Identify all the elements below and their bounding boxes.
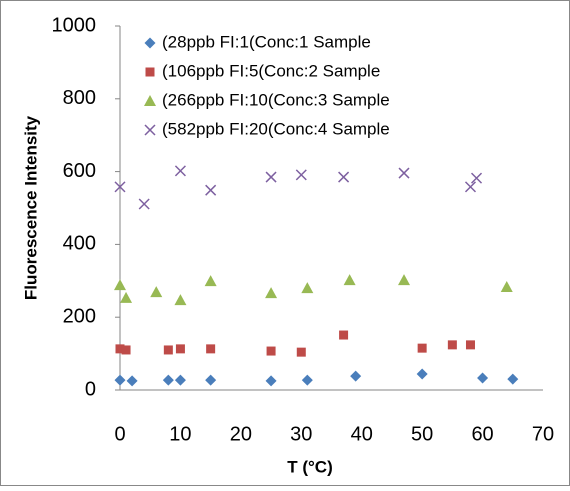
point [477,372,489,384]
point [150,286,163,298]
legend-label: (106ppb FI:5(Conc:2 Sample [162,61,380,80]
point [138,198,150,210]
point [470,172,483,184]
point [126,375,138,387]
point [343,274,356,286]
point [265,171,277,183]
point [265,287,278,299]
y-tick-label: 200 [63,305,96,327]
point [206,344,216,354]
point [204,275,217,287]
point [465,340,475,350]
x-tick-label: 60 [471,423,493,445]
point [175,344,185,354]
x-tick-label: 70 [532,423,554,445]
point [174,165,186,177]
x-tick-label: 10 [169,423,191,445]
point [301,282,314,294]
legend-marker [144,124,156,136]
legend-marker [144,95,156,106]
point [398,274,411,286]
point [121,345,131,355]
x-tick-label: 40 [351,423,373,445]
point [174,374,186,386]
point [398,167,410,179]
legend-marker [144,37,156,49]
y-axis-title: Fluorescence Intensity [21,115,40,300]
point [266,346,276,356]
point [500,280,513,292]
point [295,169,307,181]
point [301,374,313,386]
point [447,340,457,350]
point [114,374,126,386]
point [296,347,306,357]
x-tick-label: 30 [290,423,312,445]
x-tick-label: 50 [411,423,433,445]
point [350,370,362,382]
point [205,374,217,386]
x-tick-label: 20 [230,423,252,445]
y-tick-label: 800 [63,87,96,109]
y-tick-label: 400 [63,233,96,255]
legend-label: (266ppb FI:10(Conc:3 Sample [162,90,390,109]
point [162,374,174,386]
legend-label: (582ppb FI:20(Conc:4 Sample [162,119,390,138]
point [205,184,217,196]
point [265,375,277,387]
legend-label: (28ppb FI:1(Conc:1 Sample [162,32,371,51]
point [174,294,187,306]
point [115,344,125,354]
x-axis-title: T (°C) [287,457,333,476]
point [120,291,133,303]
point [114,181,126,193]
legend-marker [145,67,155,77]
point [163,345,173,355]
point [416,368,428,380]
point [507,373,519,385]
point [417,343,427,353]
point [114,279,126,291]
point [339,330,349,340]
y-tick-label: 0 [85,378,96,400]
x-tick-label: 0 [114,423,125,445]
point [464,181,477,193]
y-tick-label: 1000 [52,14,97,36]
point [338,171,350,183]
y-tick-label: 600 [63,160,96,182]
